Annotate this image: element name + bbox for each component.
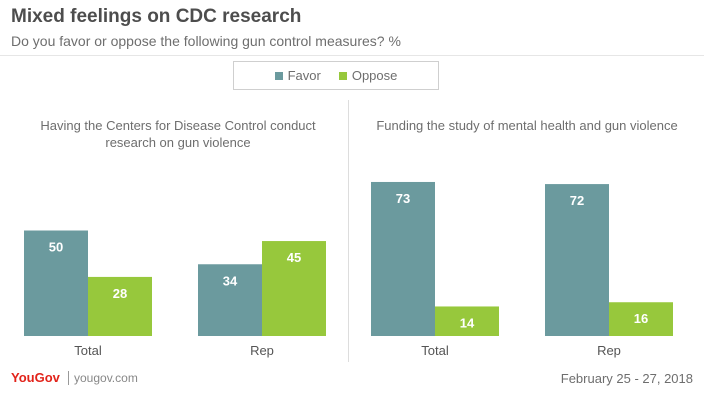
category-label-p1-rep: Rep bbox=[597, 343, 621, 358]
bar-p0-rep-oppose bbox=[262, 241, 326, 336]
legend-item-oppose: Oppose bbox=[338, 68, 398, 83]
data-label-p1-total-favor: 73 bbox=[396, 191, 410, 206]
data-label-p0-total-oppose: 28 bbox=[113, 286, 127, 301]
category-label-p0-total: Total bbox=[74, 343, 102, 358]
bar-p0-total-favor bbox=[24, 230, 88, 336]
chart-subtitle: Do you favor or oppose the following gun… bbox=[11, 33, 401, 49]
panel-title-mental-health: Funding the study of mental health and g… bbox=[376, 118, 678, 133]
bar-p1-rep-oppose bbox=[609, 302, 673, 336]
legend-label-favor: Favor bbox=[287, 68, 321, 83]
legend-swatch-oppose bbox=[338, 71, 347, 80]
chart-title: Mixed feelings on CDC research bbox=[11, 6, 302, 27]
bar-p1-total-favor bbox=[371, 181, 435, 336]
bar-p0-total-oppose bbox=[88, 276, 152, 336]
data-label-p1-rep-favor: 72 bbox=[570, 193, 584, 208]
bar-p1-total-oppose bbox=[435, 306, 499, 336]
data-label-p1-total-oppose: 14 bbox=[460, 315, 475, 330]
legend: Favor Oppose bbox=[233, 61, 439, 90]
legend-label-oppose: Oppose bbox=[351, 68, 398, 83]
header-divider bbox=[0, 55, 704, 56]
data-label-p0-rep-favor: 34 bbox=[223, 273, 238, 288]
legend-swatch-favor bbox=[274, 71, 283, 80]
bar-p0-rep-favor bbox=[198, 264, 262, 336]
bar-p1-rep-favor bbox=[545, 184, 609, 336]
category-label-p1-total: Total bbox=[421, 343, 449, 358]
footer-site-link[interactable]: yougov.com bbox=[74, 371, 138, 385]
panel-divider bbox=[348, 100, 349, 362]
data-label-p1-rep-oppose: 16 bbox=[634, 311, 648, 326]
legend-item-favor: Favor bbox=[274, 68, 321, 83]
category-label-p0-rep: Rep bbox=[250, 343, 274, 358]
data-label-p0-rep-oppose: 45 bbox=[287, 250, 301, 265]
data-label-p0-total-favor: 50 bbox=[49, 240, 63, 255]
yougov-logo: YouGov bbox=[11, 370, 60, 385]
footer-separator bbox=[68, 371, 69, 385]
panel-title-cdc: Having the Centers for Disease Control c… bbox=[40, 118, 316, 150]
fieldwork-date: February 25 - 27, 2018 bbox=[560, 371, 693, 386]
